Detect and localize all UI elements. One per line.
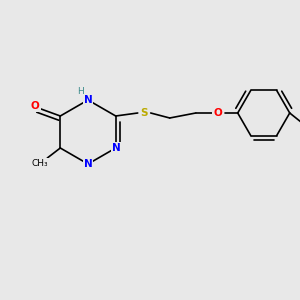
Text: S: S — [140, 108, 148, 118]
Text: N: N — [84, 159, 92, 169]
Text: O: O — [31, 101, 40, 111]
Text: N: N — [84, 95, 92, 105]
Text: CH₃: CH₃ — [32, 158, 49, 167]
Text: N: N — [112, 143, 121, 153]
Text: H: H — [76, 88, 83, 97]
Text: O: O — [213, 108, 222, 118]
